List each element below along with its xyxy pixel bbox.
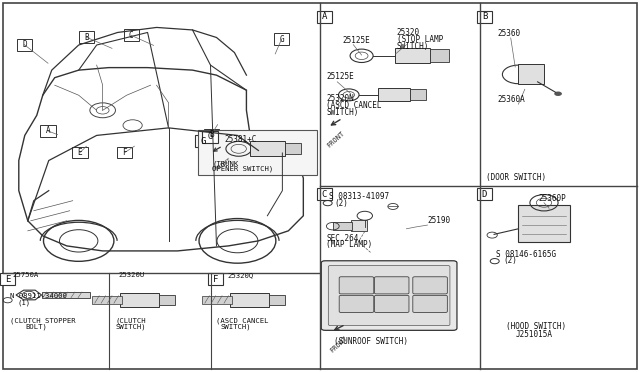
Text: G: G bbox=[207, 132, 212, 141]
FancyBboxPatch shape bbox=[124, 29, 139, 41]
Text: (MAP LAMP): (MAP LAMP) bbox=[326, 240, 372, 249]
Bar bbox=[285, 143, 301, 154]
FancyBboxPatch shape bbox=[204, 129, 219, 141]
Text: 25190: 25190 bbox=[428, 216, 451, 225]
FancyBboxPatch shape bbox=[317, 11, 332, 23]
Text: 25381+C: 25381+C bbox=[224, 135, 257, 144]
Bar bbox=[410, 89, 426, 100]
Text: 25125E: 25125E bbox=[342, 36, 370, 45]
Text: (HOOD SWITCH): (HOOD SWITCH) bbox=[506, 322, 566, 331]
Text: 25320: 25320 bbox=[397, 28, 420, 37]
FancyBboxPatch shape bbox=[413, 277, 447, 294]
FancyBboxPatch shape bbox=[321, 261, 457, 330]
Text: D: D bbox=[22, 40, 27, 49]
FancyBboxPatch shape bbox=[374, 295, 409, 312]
Bar bbox=[120, 293, 159, 307]
Text: (SUNROOF SWITCH): (SUNROOF SWITCH) bbox=[334, 337, 408, 346]
FancyBboxPatch shape bbox=[195, 135, 211, 147]
Text: B: B bbox=[482, 12, 487, 21]
FancyBboxPatch shape bbox=[72, 147, 88, 158]
Text: 25750A: 25750A bbox=[13, 272, 39, 278]
FancyBboxPatch shape bbox=[477, 188, 492, 200]
Text: 25320Q: 25320Q bbox=[227, 272, 253, 278]
Bar bbox=[395, 48, 430, 63]
FancyBboxPatch shape bbox=[317, 188, 332, 200]
Text: SWITCH): SWITCH) bbox=[326, 108, 359, 117]
Text: (ASCD CANCEL: (ASCD CANCEL bbox=[216, 317, 269, 324]
Bar bbox=[333, 222, 352, 230]
FancyBboxPatch shape bbox=[413, 295, 447, 312]
Text: E: E bbox=[5, 275, 10, 283]
Text: (1): (1) bbox=[18, 299, 31, 306]
Text: FRONT: FRONT bbox=[214, 157, 232, 172]
Text: FRONT: FRONT bbox=[326, 130, 346, 149]
Text: (TRUNK: (TRUNK bbox=[212, 160, 239, 167]
FancyBboxPatch shape bbox=[117, 147, 132, 158]
Text: E: E bbox=[77, 148, 83, 157]
Bar bbox=[92, 296, 122, 304]
FancyBboxPatch shape bbox=[40, 125, 56, 137]
Text: BOLT): BOLT) bbox=[26, 324, 47, 330]
Text: 25360P: 25360P bbox=[539, 194, 566, 203]
Bar bbox=[518, 205, 570, 242]
Bar bbox=[378, 88, 410, 101]
FancyBboxPatch shape bbox=[374, 277, 409, 294]
Text: 25125E: 25125E bbox=[326, 72, 354, 81]
Text: S 08146-6165G: S 08146-6165G bbox=[496, 250, 556, 259]
Text: C: C bbox=[322, 190, 327, 199]
Text: 25360: 25360 bbox=[498, 29, 521, 38]
FancyBboxPatch shape bbox=[339, 295, 374, 312]
Text: B: B bbox=[84, 33, 89, 42]
Text: (2): (2) bbox=[503, 256, 517, 265]
Text: B: B bbox=[209, 130, 214, 139]
Text: G: G bbox=[200, 137, 205, 146]
Text: 25360A: 25360A bbox=[498, 95, 525, 104]
Text: A: A bbox=[45, 126, 51, 135]
Circle shape bbox=[554, 92, 562, 96]
FancyBboxPatch shape bbox=[339, 277, 374, 294]
Text: FRONT: FRONT bbox=[330, 335, 349, 353]
Text: D: D bbox=[482, 190, 487, 199]
Text: (STOP LAMP: (STOP LAMP bbox=[397, 35, 443, 44]
FancyBboxPatch shape bbox=[79, 31, 94, 43]
FancyBboxPatch shape bbox=[274, 33, 289, 45]
FancyBboxPatch shape bbox=[208, 273, 223, 285]
Bar bbox=[202, 296, 232, 304]
Text: G: G bbox=[279, 35, 284, 44]
Text: 25320U: 25320U bbox=[118, 272, 145, 278]
Text: (DOOR SWITCH): (DOOR SWITCH) bbox=[486, 173, 547, 182]
Bar bbox=[269, 295, 285, 305]
Bar bbox=[250, 141, 285, 156]
Text: F: F bbox=[122, 148, 127, 157]
FancyBboxPatch shape bbox=[477, 11, 492, 23]
Text: OPENER SWITCH): OPENER SWITCH) bbox=[212, 166, 274, 172]
Text: (CLUTCH: (CLUTCH bbox=[115, 317, 146, 324]
Text: A: A bbox=[322, 12, 327, 21]
Text: SWITCH): SWITCH) bbox=[221, 324, 252, 330]
Bar bbox=[230, 293, 269, 307]
Text: S 08313-41097: S 08313-41097 bbox=[329, 192, 389, 201]
Text: F: F bbox=[213, 275, 218, 283]
Text: SWITCH): SWITCH) bbox=[115, 324, 146, 330]
Bar bbox=[518, 64, 544, 84]
FancyBboxPatch shape bbox=[17, 39, 32, 51]
Bar bbox=[159, 295, 175, 305]
Text: (CLUTCH STOPPER: (CLUTCH STOPPER bbox=[10, 317, 76, 324]
Text: (ASCD CANCEL: (ASCD CANCEL bbox=[326, 101, 382, 110]
Text: SEC.264: SEC.264 bbox=[326, 234, 359, 243]
Bar bbox=[198, 130, 317, 175]
Text: SWITCH): SWITCH) bbox=[397, 42, 429, 51]
Bar bbox=[430, 49, 449, 62]
Bar bbox=[42, 292, 90, 298]
Text: J251015A: J251015A bbox=[515, 330, 552, 339]
Text: N 08911-34000: N 08911-34000 bbox=[10, 294, 67, 299]
FancyBboxPatch shape bbox=[202, 131, 218, 143]
FancyBboxPatch shape bbox=[328, 266, 450, 326]
Text: C: C bbox=[129, 31, 134, 40]
Bar bbox=[351, 220, 367, 231]
FancyBboxPatch shape bbox=[0, 273, 15, 285]
Text: (2): (2) bbox=[334, 199, 348, 208]
Text: 25320N: 25320N bbox=[326, 94, 354, 103]
